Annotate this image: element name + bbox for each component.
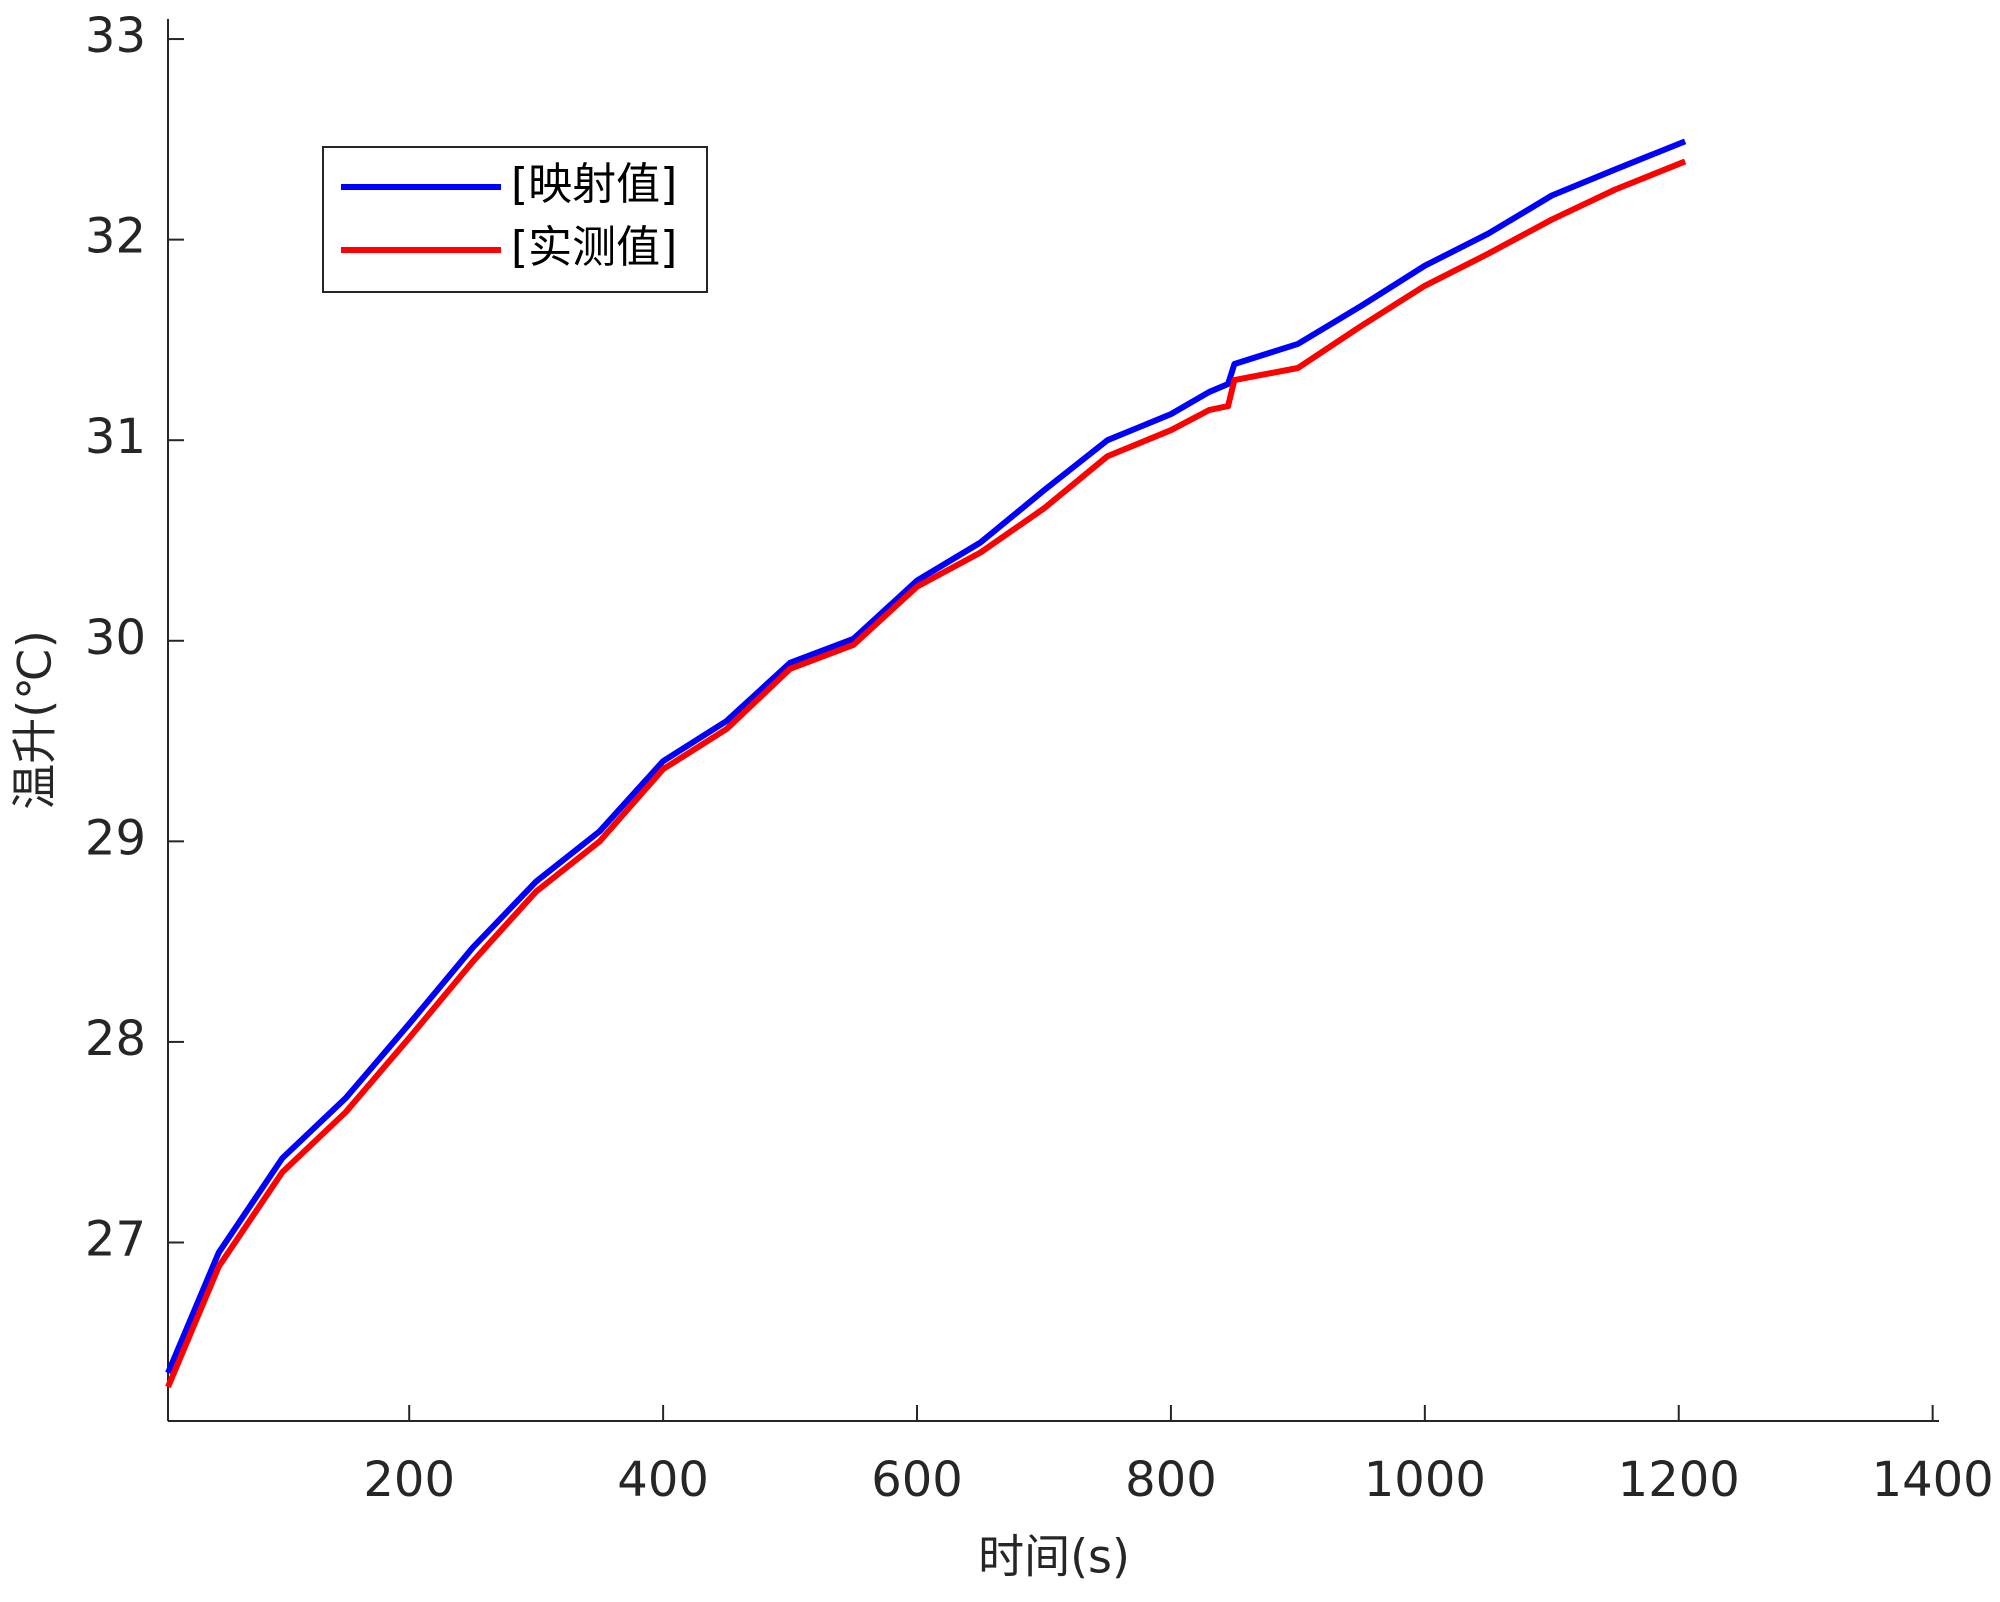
y-axis-label: 温升(℃): [8, 630, 62, 810]
y-tick-label: 33: [85, 8, 146, 64]
x-tick-label: 800: [1125, 1452, 1217, 1508]
legend-label: [实测值]: [511, 222, 677, 273]
x-axis-label: 时间(s): [978, 1530, 1130, 1584]
legend: [映射值] [实测值]: [322, 146, 708, 293]
y-tick-label: 29: [85, 810, 146, 866]
x-tick-label: 600: [871, 1452, 963, 1508]
y-tick-label: 32: [85, 209, 146, 265]
x-tick-label: 200: [363, 1452, 455, 1508]
legend-box: [322, 146, 708, 293]
data-line: [165, 158, 1687, 1389]
y-tick-label: 31: [85, 409, 146, 465]
legend-label: [映射值]: [511, 159, 677, 210]
y-tick-label: 27: [85, 1211, 146, 1267]
data-line: [165, 138, 1687, 1375]
x-tick-label: 1000: [1364, 1452, 1486, 1508]
x-tick-label: 1400: [1872, 1452, 1994, 1508]
y-tick-label: 30: [85, 610, 146, 666]
x-tick-label: 1200: [1618, 1452, 1740, 1508]
y-tick-label: 28: [85, 1011, 146, 1067]
x-tick-label: 400: [617, 1452, 709, 1508]
